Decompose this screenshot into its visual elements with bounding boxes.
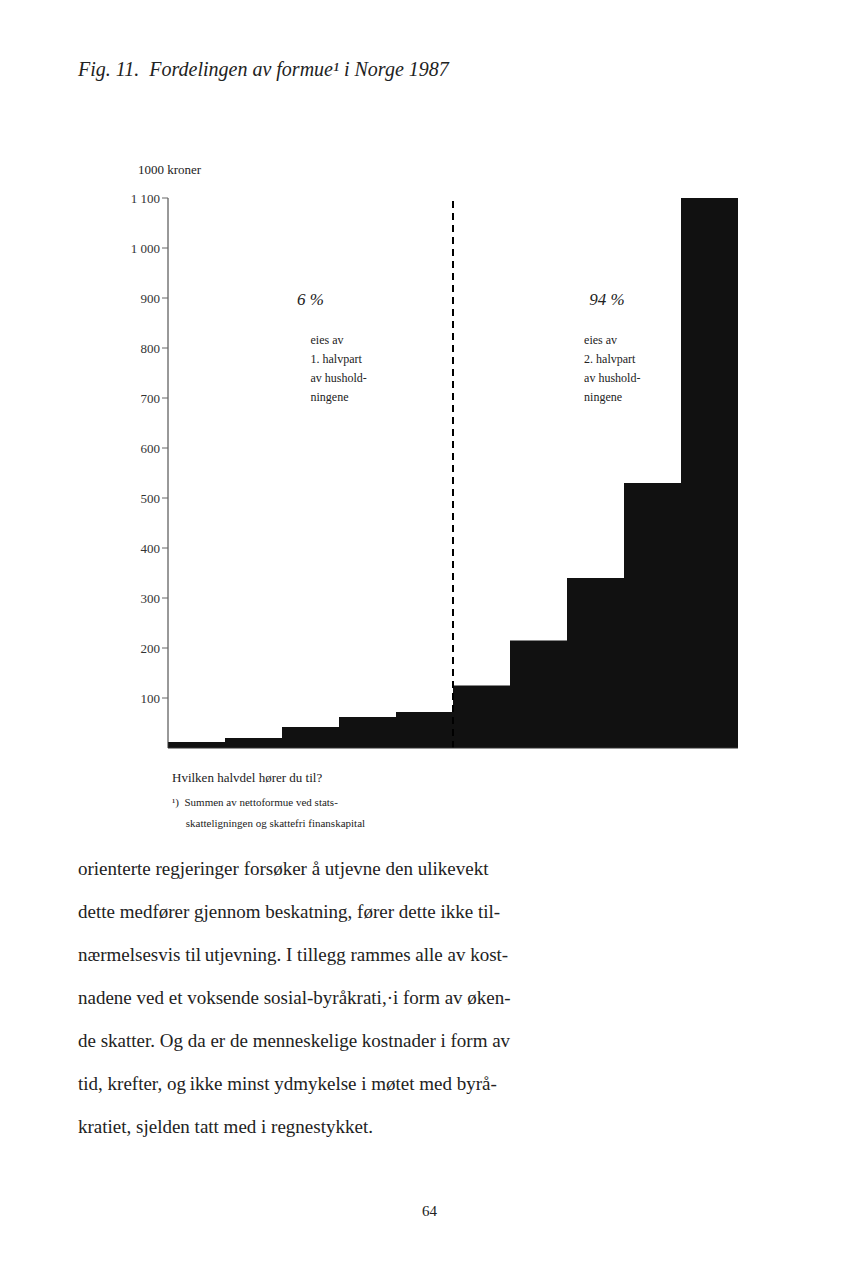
- html-text:tid, krefter, og ikke minst yd: tid, krefter, og ikke minst ydmykelse i …: [78, 1073, 497, 1094]
- html-text:skatteligningen og skattefri f: skatteligningen og skattefri finanskapit…: [172, 817, 366, 829]
- html-text:Fig. 11. Fordelingen av formue: Fig. 11. Fordelingen av formue¹ i Norge …: [78, 58, 449, 80]
- html-text:eies av 2. halvpart av hushold: eies av 2. halvpart av hushold- ningene: [584, 332, 641, 404]
- svg-text:600: 600: [141, 441, 161, 456]
- svg-text:500: 500: [141, 491, 161, 506]
- html-text:1000 kroner: 1000 kroner: [138, 162, 202, 177]
- html-text:eies av 1. halvpart av hushold: eies av 1. halvpart av hushold- ningene: [310, 332, 367, 404]
- html-text:94 %: 94 %: [589, 290, 625, 310]
- html-text:Hvilken halvdel hører du til?: Hvilken halvdel hører du til?: [172, 770, 323, 785]
- svg-text:700: 700: [141, 391, 161, 406]
- html-text:dette medfører gjennom beskatn: dette medfører gjennom beskatning, fører…: [78, 901, 501, 922]
- svg-text:100: 100: [141, 691, 161, 706]
- svg-text:200: 200: [141, 641, 161, 656]
- html-text:64: 64: [422, 1203, 437, 1219]
- svg-text:800: 800: [141, 341, 161, 356]
- html-text:orienterte regjeringer forsøke: orienterte regjeringer forsøker å utjevn…: [78, 858, 489, 879]
- svg-text:400: 400: [141, 541, 161, 556]
- svg-text:900: 900: [141, 291, 161, 306]
- html-text:nærmelsesvis til utjevning. I: nærmelsesvis til utjevning. I tillegg ra…: [78, 944, 509, 965]
- html-text:kratiet, sjelden tatt med i re: kratiet, sjelden tatt med i regnestykket…: [78, 1116, 373, 1137]
- html-text:de skatter. Og da er de mennes: de skatter. Og da er de menneskelige kos…: [78, 1030, 511, 1051]
- svg-text:300: 300: [141, 591, 161, 606]
- svg-text:1 000: 1 000: [131, 241, 160, 256]
- html-text:6 %: 6 %: [297, 290, 324, 310]
- html-text:nadene ved et voksende sosial-: nadene ved et voksende sosial-byråkrati,…: [78, 987, 511, 1008]
- html-text:¹) Summen av nettoformue ved s: ¹) Summen av nettoformue ved stats-: [172, 796, 338, 808]
- svg-text:1 100: 1 100: [131, 191, 160, 206]
